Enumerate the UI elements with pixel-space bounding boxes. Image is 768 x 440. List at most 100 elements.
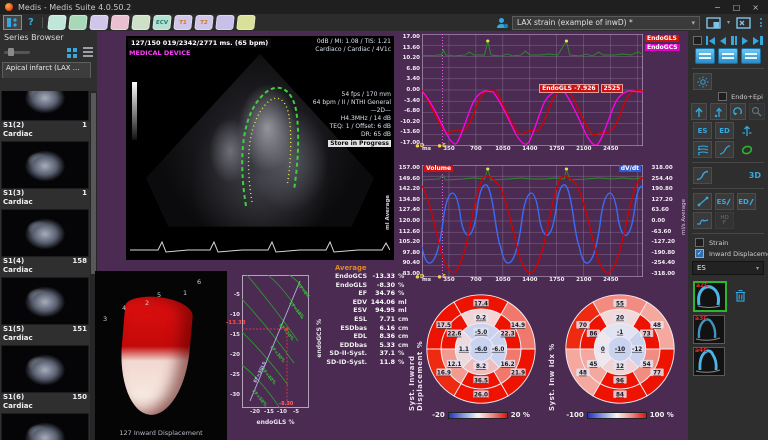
retrack-button[interactable]: [730, 103, 746, 120]
reset-layout-button[interactable]: [733, 15, 754, 30]
us-param-4: H4.3MHz / 14 dB: [313, 115, 391, 123]
table-row: EndoGCS-13.33%: [319, 273, 413, 282]
volume-x-axis: ms 350 700 1050 1400 1750 2100 2450 D S: [422, 277, 643, 286]
analysis-stage: 127/150 019/2342/2771 ms. (65 bpm) MEDIC…: [97, 31, 688, 440]
ultrasound-viewport[interactable]: 127/150 019/2342/2771 ms. (65 bpm) MEDIC…: [126, 36, 394, 260]
zoom-tool-button[interactable]: [749, 103, 765, 120]
brightness-button[interactable]: [693, 73, 712, 90]
svg-text:1.1: 1.1: [459, 347, 469, 353]
layers-button[interactable]: [693, 141, 712, 158]
export-report-button-3[interactable]: [741, 48, 761, 64]
previous-frame-button[interactable]: [719, 36, 727, 46]
app-icon-3[interactable]: [89, 15, 109, 30]
view-thumbnail-a3c[interactable]: a3C: [693, 315, 725, 344]
inward-displacement-checkbox[interactable]: ✓: [695, 249, 704, 258]
go-last-frame-button[interactable]: [752, 35, 764, 46]
series-thumbnail[interactable]: [1, 91, 89, 121]
endo-epi-checkbox[interactable]: [718, 92, 727, 101]
volume-plot-area[interactable]: Volume dV/dt: [422, 165, 643, 277]
edit-es-contour-button[interactable]: ES: [715, 193, 734, 210]
export-report-button-2[interactable]: [718, 48, 738, 64]
app-icon-2[interactable]: [68, 15, 88, 30]
series-thumbnail[interactable]: [1, 209, 89, 257]
track-forward-button[interactable]: [691, 103, 707, 120]
playback-checkbox[interactable]: [693, 36, 702, 45]
series-item[interactable]: S1(4)158 Cardiac: [1, 209, 89, 275]
scrollbar-thumb[interactable]: [91, 93, 96, 274]
hd-filter-button[interactable]: HDF: [715, 212, 734, 229]
thumbnail-size-slider[interactable]: [4, 51, 30, 54]
curve-tool-button[interactable]: [715, 141, 734, 158]
series-item[interactable]: S1(5)151 Cardiac: [1, 277, 89, 343]
strain-curve-button[interactable]: [693, 212, 712, 229]
strain-legend: EndoGLS EndoGCS: [643, 34, 687, 146]
study-tab[interactable]: Apical infarct (LAX ...: [2, 62, 91, 78]
series-thumbnail[interactable]: [1, 141, 89, 189]
minimize-button[interactable]: −: [714, 3, 721, 12]
edit-ed-contour-button[interactable]: ED: [737, 193, 756, 210]
table-row: EDV144.06ml: [319, 299, 413, 308]
series-item[interactable]: S1(2)1 Cardiac: [1, 91, 89, 139]
close-button[interactable]: ×: [752, 3, 759, 12]
workspace-dropdown[interactable]: LAX strain (example of inwD) * ▾: [512, 16, 700, 30]
maximize-button[interactable]: □: [733, 3, 741, 12]
split-direction-button[interactable]: [737, 122, 756, 139]
layout-caret-icon[interactable]: ▾: [727, 19, 730, 26]
series-thumbnail[interactable]: [1, 345, 89, 393]
strain-plot-area[interactable]: EndoGLS -7.926 2525: [422, 34, 643, 146]
legend-endogcs[interactable]: EndoGCS: [645, 44, 680, 51]
inward-displacement-label: Inward Displacement: [709, 250, 768, 258]
strain-checkbox[interactable]: [695, 238, 704, 247]
svg-text:26.0: 26.0: [474, 393, 488, 399]
color-scale-bar: [448, 412, 508, 419]
app-icon-10[interactable]: [236, 15, 256, 30]
pause-button[interactable]: [730, 35, 738, 46]
list-view-icon[interactable]: [83, 47, 93, 49]
layout-button[interactable]: [703, 15, 724, 30]
more-options-button[interactable]: [757, 18, 765, 27]
volume-y-axis-right: 318.00254.40190.80127.2063.600.00-63.60-…: [643, 165, 687, 277]
series-thumbnail[interactable]: [1, 277, 89, 325]
svg-text:17.4: 17.4: [474, 301, 488, 307]
series-browser-toggle-button[interactable]: [3, 15, 22, 30]
app-icon-t1[interactable]: T1: [173, 15, 193, 30]
sun-icon: [697, 76, 709, 88]
app-icon-1[interactable]: [47, 15, 67, 30]
svg-text:54: 54: [643, 362, 651, 368]
acquisition-info-1: 0dB / MI: 1.08 / TIS: 1.21: [315, 38, 391, 46]
series-thumbnail[interactable]: [1, 413, 89, 440]
ed-contour-button[interactable]: ED: [715, 122, 734, 139]
export-report-button-1[interactable]: [695, 48, 715, 64]
us-param-1: 54 fps / 170 mm: [313, 91, 391, 99]
app-icon-ecv[interactable]: ECV: [152, 15, 172, 30]
dvdt-series-label: dV/dt: [619, 165, 641, 172]
series-item[interactable]: S1(3)1 Cardiac: [1, 141, 89, 207]
bullseye1-color-scale: -2020 %: [424, 411, 538, 419]
phase-select[interactable]: ES ▾: [692, 261, 764, 275]
roi-ellipse-button[interactable]: [737, 141, 756, 158]
view-thumbnail-a2c[interactable]: a2C: [693, 281, 727, 312]
help-button[interactable]: ?: [25, 15, 37, 30]
app-icon-9[interactable]: [215, 15, 235, 30]
app-icon-4[interactable]: [110, 15, 130, 30]
table-row: ESV94.95ml: [319, 307, 413, 316]
go-first-frame-button[interactable]: [705, 35, 717, 46]
next-frame-button[interactable]: [741, 36, 749, 46]
grid-view-icon[interactable]: [67, 48, 71, 52]
svg-text:-10: -10: [615, 347, 625, 353]
sigmoid-lut-button[interactable]: [693, 167, 712, 184]
view-thumbnail-a4c[interactable]: a4C: [693, 347, 725, 376]
legend-endogls[interactable]: EndoGLS: [645, 35, 679, 42]
series-item[interactable]: S1(6)150 Cardiac: [1, 345, 89, 411]
move-contour-button[interactable]: [693, 193, 712, 210]
svg-text:55: 55: [616, 301, 624, 307]
chart-tooltip: EndoGLS -7.926 2525: [539, 84, 623, 93]
delete-contour-button[interactable]: [735, 287, 746, 306]
es-contour-button[interactable]: ES: [693, 122, 712, 139]
app-icon-5[interactable]: [131, 15, 151, 30]
series-item[interactable]: S1(7)155 Cardiac: [1, 413, 89, 440]
mode-3d-label[interactable]: 3D: [749, 171, 765, 180]
model-3d-view[interactable]: 3 4 2 5 1 6 127 Inward Displacement: [95, 271, 227, 440]
track-one-frame-button[interactable]: [710, 103, 726, 120]
app-icon-t2[interactable]: T2: [194, 15, 214, 30]
